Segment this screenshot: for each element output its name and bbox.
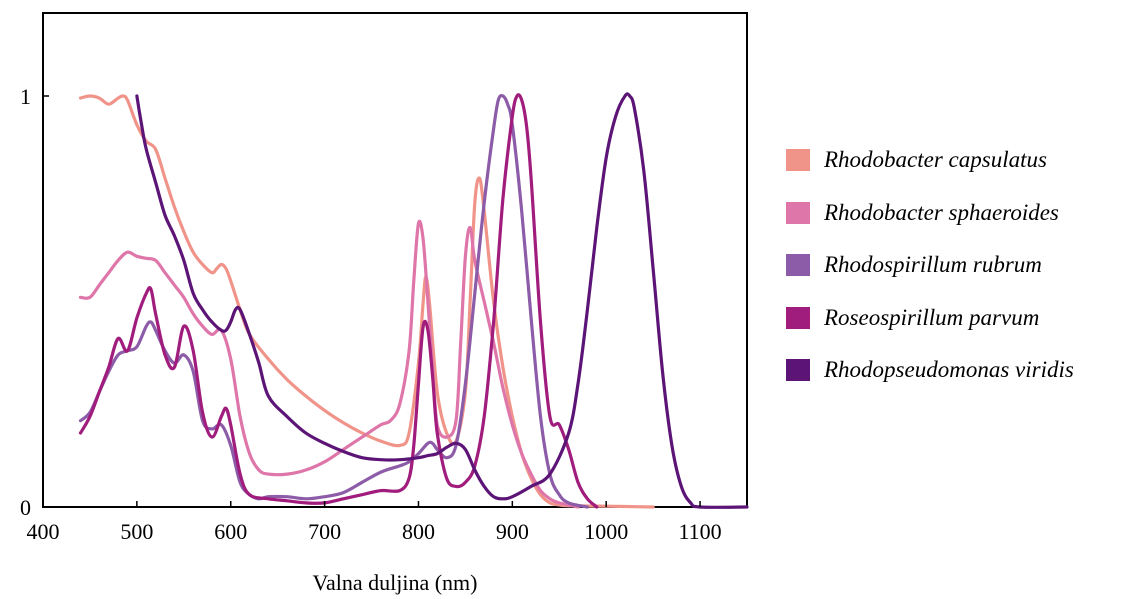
legend-swatch [786, 201, 810, 224]
legend-label: Roseospirillum parvum [824, 304, 1040, 330]
x-tick-label: 600 [214, 519, 247, 544]
legend-swatch [786, 254, 810, 277]
x-tick-label: 700 [308, 519, 341, 544]
legend-item: Rhodobacter sphaeroides [786, 187, 1074, 240]
x-tick-label: 500 [120, 519, 153, 544]
legend-label: Rhodospirillum rubrum [824, 252, 1042, 278]
legend-label: Rhodobacter sphaeroides [824, 199, 1059, 225]
x-tick-label: 900 [496, 519, 529, 544]
legend: Rhodobacter capsulatus Rhodobacter sphaer… [786, 134, 1074, 397]
plot-frame [42, 12, 748, 508]
y-tick-label: 1 [20, 84, 31, 109]
series-line-rhodopseudomonas-viridis [135, 92, 749, 509]
legend-label: Rhodobacter capsulatus [824, 147, 1047, 173]
series-line-rhodospirillum-rubrum [78, 93, 589, 509]
legend-item: Rhodobacter capsulatus [786, 134, 1074, 187]
legend-swatch [786, 149, 810, 172]
legend-item: Rhodopseudomonas viridis [786, 344, 1074, 397]
x-tick-label: 400 [27, 519, 60, 544]
series-layer [78, 92, 749, 509]
x-axis-title: Valna duljina (nm) [313, 570, 478, 595]
y-axis: 01 [20, 84, 49, 520]
legend-item: Rhodospirillum rubrum [786, 239, 1074, 292]
legend-item: Roseospirillum parvum [786, 292, 1074, 345]
x-tick-label: 1100 [678, 519, 721, 544]
series-line-roseospirillum-parvum [78, 93, 599, 509]
legend-swatch [786, 359, 810, 382]
legend-label: Rhodopseudomonas viridis [824, 357, 1074, 383]
x-tick-label: 800 [402, 519, 435, 544]
series-line-rhodobacter-capsulatus [78, 94, 655, 509]
series-line-rhodobacter-sphaeroides [78, 219, 580, 509]
x-tick-label: 1000 [584, 519, 628, 544]
x-axis: 400 500 600 700 800 900 1000 1100 [27, 501, 722, 544]
legend-swatch [786, 306, 810, 329]
y-tick-label: 0 [20, 495, 31, 520]
